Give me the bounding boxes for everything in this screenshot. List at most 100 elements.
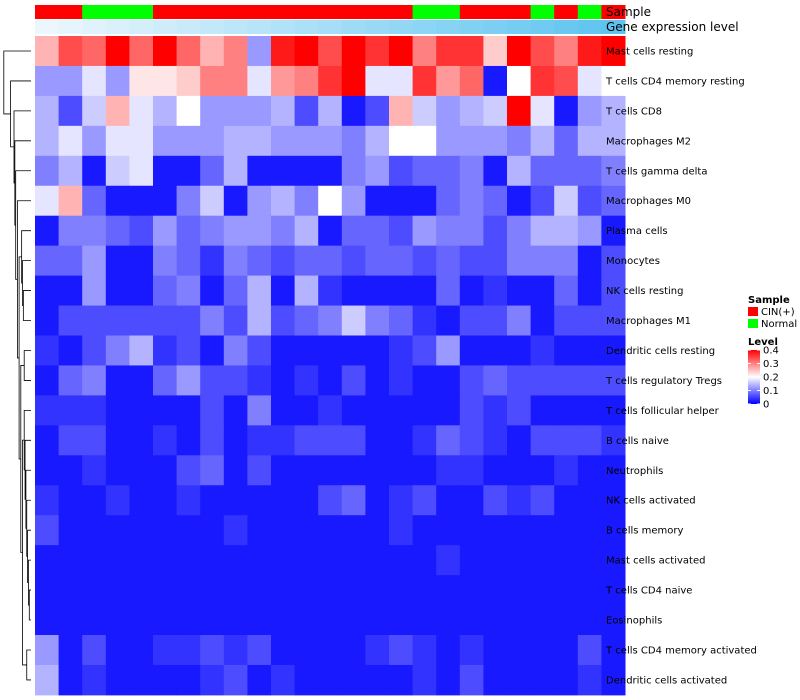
heatmap-cell: [507, 365, 532, 396]
heatmap-cell: [223, 485, 248, 516]
heatmap-cell: [294, 605, 319, 636]
heatmap-cell: [247, 635, 272, 666]
heatmap-cell: [176, 664, 201, 696]
heatmap-cell: [483, 365, 508, 396]
row-label: Dendritic cells activated: [606, 675, 727, 686]
heatmap-cell: [554, 575, 579, 606]
heatmap-cell: [365, 185, 390, 217]
heatmap-cell: [436, 275, 461, 307]
heatmap-cell: [129, 215, 154, 247]
heatmap-cell: [35, 455, 60, 486]
heatmap-cell: [176, 335, 201, 366]
heatmap-cell: [436, 635, 461, 666]
heatmap-cell: [412, 36, 437, 67]
heatmap-cell: [389, 125, 414, 157]
heatmap-cell: [318, 485, 343, 516]
heatmap-cell: [436, 365, 461, 396]
heatmap-cell: [436, 65, 461, 97]
heatmap-cell: [483, 65, 508, 97]
heatmap-cell: [412, 515, 437, 546]
heatmap-cell: [105, 245, 130, 277]
heatmap-cell: [365, 635, 390, 666]
heatmap-cell: [247, 305, 272, 336]
heatmap-cell: [82, 575, 107, 606]
heatmap-cell: [82, 65, 107, 97]
heatmap-cell: [577, 545, 602, 576]
heatmap-cell: [247, 275, 272, 307]
heatmap-cell: [176, 485, 201, 516]
heatmap-cell: [105, 185, 130, 217]
heatmap-cell: [223, 335, 248, 366]
heatmap-cell: [507, 335, 532, 366]
heatmap-cell: [223, 605, 248, 636]
heatmap-cell: [577, 125, 602, 157]
heatmap-cell: [129, 575, 154, 606]
gene-expression-annotation-cell: [412, 20, 437, 34]
heatmap-cell: [436, 215, 461, 247]
heatmap-cell: [129, 365, 154, 396]
heatmap-cell: [58, 65, 83, 97]
sample-annotation-cell: [318, 5, 343, 19]
heatmap-cell: [459, 275, 484, 307]
heatmap-cell: [153, 215, 178, 247]
heatmap-cell: [105, 455, 130, 486]
heatmap-cell: [436, 515, 461, 546]
heatmap-cell: [58, 275, 83, 307]
gene-expression-annotation-cell: [200, 20, 225, 34]
legend-swatch-normal: [748, 319, 758, 328]
heatmap-cell: [200, 215, 225, 247]
row-label: Monocytes: [606, 256, 660, 267]
row-label: T cells CD4 memory activated: [605, 645, 757, 656]
heatmap-cell: [82, 545, 107, 576]
heatmap-cell: [483, 575, 508, 606]
heatmap-cell: [601, 185, 626, 217]
heatmap-cell: [200, 485, 225, 516]
gene-expression-annotation-cell: [389, 20, 414, 34]
heatmap-cell: [412, 275, 437, 307]
heatmap-cell: [129, 515, 154, 546]
heatmap-cell: [436, 605, 461, 636]
heatmap-cell: [530, 65, 555, 97]
row-label: NK cells resting: [606, 286, 683, 297]
heatmap-cell: [601, 395, 626, 426]
heatmap-cell: [153, 335, 178, 366]
heatmap-cell: [200, 365, 225, 396]
heatmap-cell: [200, 275, 225, 307]
heatmap-cell: [601, 215, 626, 247]
heatmap-cell: [436, 485, 461, 516]
heatmap-cell: [294, 545, 319, 576]
heatmap-cell: [554, 185, 579, 217]
heatmap-cell: [341, 95, 366, 127]
heatmap-cell: [58, 664, 83, 696]
heatmap-cell: [200, 605, 225, 636]
gene-expression-annotation-cell: [577, 20, 602, 34]
heatmap-cell: [507, 95, 532, 127]
heatmap-cell: [200, 545, 225, 576]
heatmap-cell: [247, 95, 272, 127]
heatmap-cell: [58, 365, 83, 396]
heatmap-cell: [483, 485, 508, 516]
heatmap-cell: [412, 65, 437, 97]
heatmap-cell: [176, 95, 201, 127]
heatmap-cell: [200, 515, 225, 546]
heatmap-cell: [82, 455, 107, 486]
heatmap-cell: [271, 185, 296, 217]
heatmap-cell: [294, 305, 319, 336]
heatmap-cell: [530, 305, 555, 336]
heatmap-cell: [223, 305, 248, 336]
heatmap-cell: [223, 635, 248, 666]
heatmap-cell: [530, 455, 555, 486]
heatmap-cell: [601, 485, 626, 516]
heatmap-cell: [459, 125, 484, 157]
heatmap-cell: [105, 635, 130, 666]
heatmap-cell: [365, 365, 390, 396]
heatmap-cell: [554, 275, 579, 307]
heatmap-cell: [35, 365, 60, 396]
heatmap-cell: [223, 515, 248, 546]
heatmap-cell: [58, 305, 83, 336]
row-label: Dendritic cells resting: [606, 346, 715, 357]
heatmap-cell: [365, 65, 390, 97]
heatmap-cell: [82, 245, 107, 277]
heatmap-cell: [554, 65, 579, 97]
sample-annotation-cell: [436, 5, 461, 19]
